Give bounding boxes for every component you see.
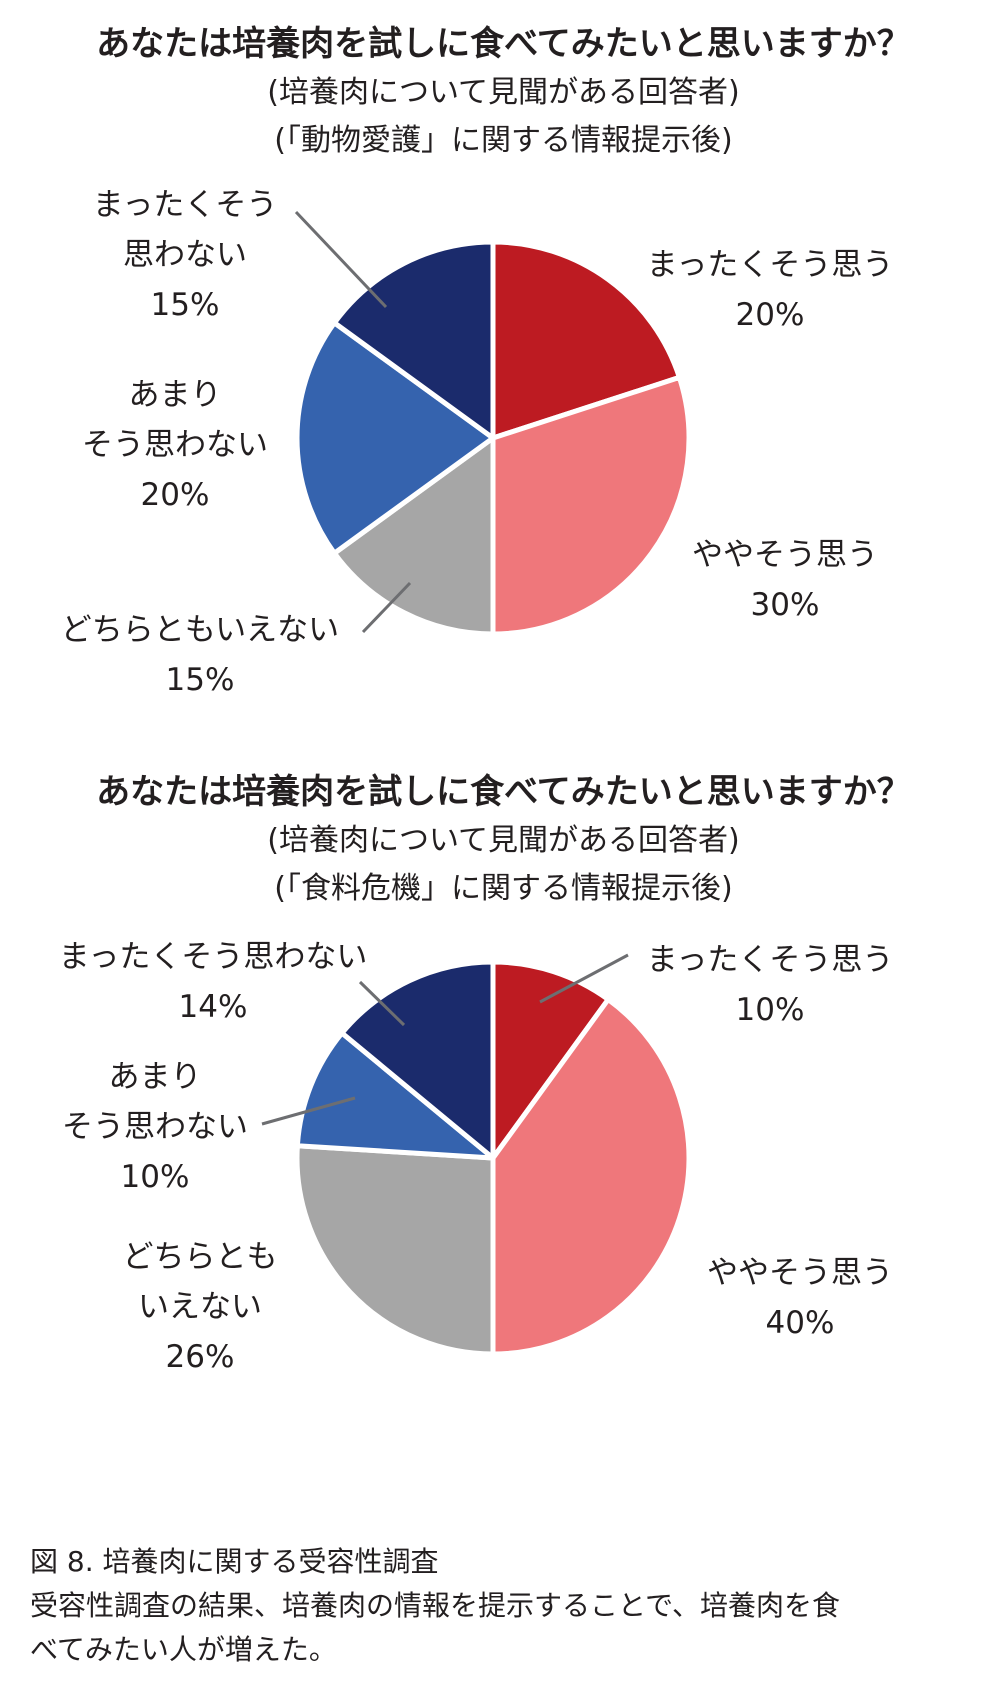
chart-1-slice-label-4: あまりそう思わない 20% bbox=[82, 370, 268, 520]
chart-1-slice-label-1: まったくそう思う 20% bbox=[647, 240, 894, 340]
chart-2-slice-label-5: まったくそう思わない 14% bbox=[59, 932, 368, 1032]
chart-1-slice-3 bbox=[331, 435, 496, 637]
chart-2-leader-line-4 bbox=[261, 1096, 356, 1126]
chart-2-slice-label-1-line-1: まったくそう思う bbox=[646, 942, 894, 978]
chart-1-slice-label-3-line-1: どちらともいえない bbox=[60, 612, 340, 648]
chart-1-subtitle-1: (培養肉について見聞がある回答者) bbox=[267, 75, 740, 110]
chart-1-slice-percent-5: 15% bbox=[150, 287, 220, 323]
chart-1-slice-2 bbox=[490, 374, 692, 637]
chart-1-slice-label-5-line-2: 思わない bbox=[122, 237, 247, 273]
chart-2-slice-1 bbox=[490, 959, 611, 1161]
chart-2-leader-line-5 bbox=[358, 980, 406, 1027]
chart-2-slice-5 bbox=[339, 959, 496, 1161]
chart-1-subtitle-2: (「動物愛護」に関する情報提示後) bbox=[274, 123, 733, 158]
figure-caption: 図 8. 培養肉に関する受容性調査 受容性調査の結果、培養肉の情報を提示すること… bbox=[30, 1540, 990, 1672]
chart-2-slice-percent-4: 10% bbox=[120, 1159, 190, 1195]
chart-2-slice-percent-5: 14% bbox=[178, 989, 248, 1025]
chart-2-slice-label-3-line-2: いえない bbox=[138, 1289, 262, 1325]
chart-2-leader-line-1 bbox=[539, 953, 629, 1004]
chart-2-slice-label-5-line-1: まったくそう思わない bbox=[58, 939, 368, 975]
chart-1-slice-percent-1: 20% bbox=[735, 297, 805, 333]
chart-1-slice-5 bbox=[331, 239, 496, 441]
chart-2-slice-3 bbox=[294, 1143, 496, 1357]
chart-2-slice-label-4-line-1: あまり bbox=[108, 1059, 202, 1095]
chart-2-slice-percent-3: 26% bbox=[165, 1339, 235, 1375]
chart-1-slice-label-3: どちらともいえない 15% bbox=[61, 605, 339, 705]
chart-2-slice-label-2: ややそう思う 40% bbox=[707, 1248, 893, 1348]
chart-1-leader-line-3 bbox=[361, 581, 412, 634]
chart-1-slice-label-4-line-2: そう思わない bbox=[82, 427, 268, 463]
chart-1-slice-label-1-line-1: まったくそう思う bbox=[646, 247, 894, 283]
chart-2-slice-4 bbox=[294, 1030, 496, 1161]
chart-1-slice-4 bbox=[294, 320, 496, 556]
chart-1-slice-percent-4: 20% bbox=[140, 477, 210, 513]
caption-line-1: 図 8. 培養肉に関する受容性調査 bbox=[30, 1545, 439, 1578]
chart-1-slice-label-5: まったくそう 思わない 15% bbox=[93, 180, 278, 330]
chart-2-slice-percent-2: 40% bbox=[765, 1305, 835, 1341]
chart-2-slice-label-2-line-1: ややそう思う bbox=[707, 1255, 893, 1291]
chart-1-slice-percent-2: 30% bbox=[750, 587, 820, 623]
chart-1-slice-label-2: ややそう思う 30% bbox=[692, 530, 878, 630]
chart-2-slice-label-4: あまりそう思わない 10% bbox=[62, 1052, 248, 1202]
chart-2-slice-label-1: まったくそう思う 10% bbox=[647, 935, 894, 1035]
chart-1-leader-line-5 bbox=[294, 210, 388, 309]
chart-1-slice-label-2-line-1: ややそう思う bbox=[692, 537, 878, 573]
chart-1-title: あなたは培養肉を試しに食べてみたいと思いますか？ bbox=[96, 24, 911, 64]
chart-1-slice-1 bbox=[490, 239, 682, 441]
chart-2-subtitle-1: (培養肉について見聞がある回答者) bbox=[267, 823, 740, 858]
chart-2-slice-label-3-line-1: どちらとも bbox=[122, 1239, 278, 1275]
caption-line-2: 受容性調査の結果、培養肉の情報を提示することで、培養肉を食 bbox=[30, 1589, 841, 1622]
chart-1-slice-label-4-line-1: あまり bbox=[128, 377, 222, 413]
chart-1-slice-percent-3: 15% bbox=[165, 662, 235, 698]
caption-line-3: べてみたい人が増えた。 bbox=[30, 1633, 337, 1666]
chart-2-slice-label-4-line-2: そう思わない bbox=[62, 1109, 248, 1145]
chart-2-slice-2 bbox=[490, 996, 692, 1357]
chart-2-subtitle-2: (「食料危機」に関する情報提示後) bbox=[274, 871, 733, 906]
chart-2-slice-percent-1: 10% bbox=[735, 992, 805, 1028]
chart-2-slice-label-3: どちらともいえない 26% bbox=[123, 1232, 278, 1382]
chart-2-title: あなたは培養肉を試しに食べてみたいと思いますか？ bbox=[96, 772, 911, 812]
chart-1-slice-label-5-line-1: まったくそう bbox=[92, 187, 278, 223]
